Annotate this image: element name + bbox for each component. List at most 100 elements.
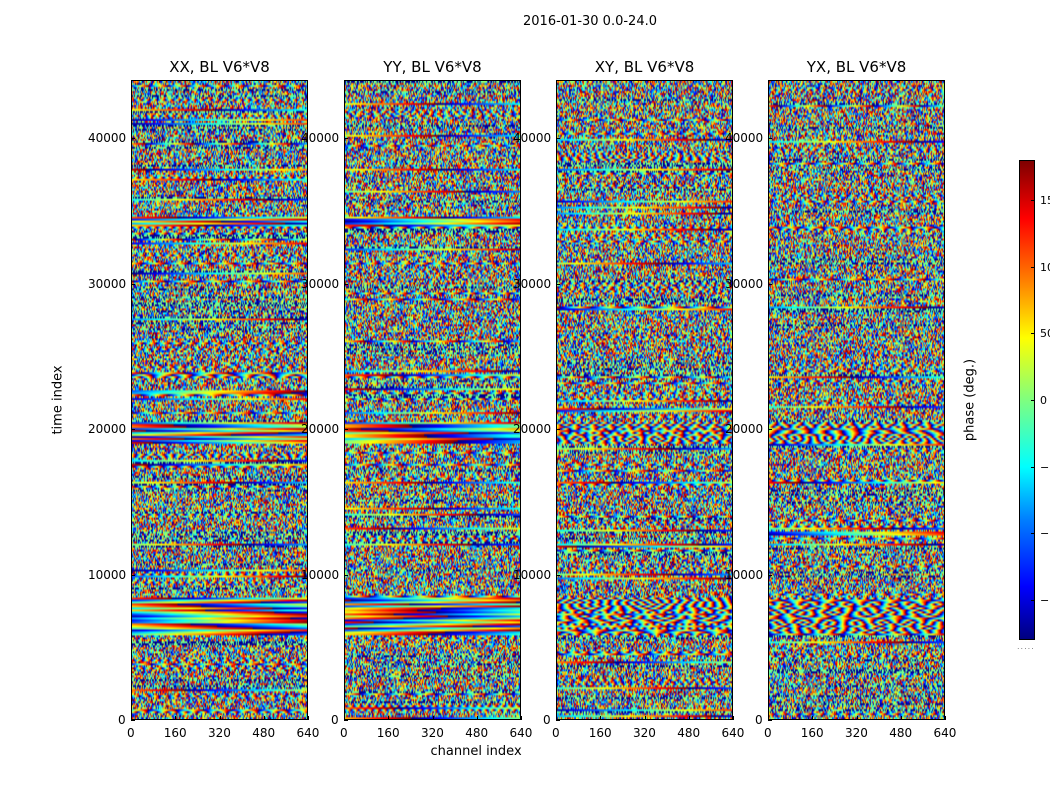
panel-title: YY, BL V6*V8 (383, 58, 482, 76)
y-tick-label: 10000 (725, 567, 764, 582)
y-tick-label: 30000 (88, 276, 127, 291)
x-tick-mark (521, 716, 522, 720)
y-tick-mark (131, 574, 135, 576)
y-tick-label: 20000 (301, 422, 340, 437)
colorbar-tick-label: 100 (1040, 260, 1050, 274)
x-tick-label: 0 (552, 726, 560, 740)
heatmap-panel (131, 80, 308, 720)
y-tick-label: 40000 (88, 131, 127, 146)
x-tick-label: 480 (677, 726, 701, 740)
y-tick-mark (131, 720, 135, 721)
panel-title: YX, BL V6*V8 (806, 58, 907, 76)
y-tick-mark (556, 429, 560, 431)
x-tick-mark (263, 716, 265, 720)
x-tick-label: 160 (588, 726, 612, 740)
y-tick-mark (768, 574, 772, 576)
colorbar-tick-mark (1031, 533, 1035, 535)
colorbar-tick-label: 50 (1040, 327, 1050, 341)
y-tick-label: 40000 (513, 131, 552, 146)
x-tick-mark (175, 716, 177, 720)
x-tick-label: 160 (376, 726, 400, 740)
y-tick-mark (556, 720, 560, 721)
y-tick-mark (556, 574, 560, 576)
y-tick-label: 0 (331, 713, 339, 727)
colorbar-tick-label: −50 (1040, 460, 1050, 474)
x-tick-label: 640 (721, 726, 745, 740)
x-tick-mark (768, 716, 769, 720)
colorbar-tick-mark (1031, 333, 1035, 335)
x-tick-mark (945, 716, 946, 720)
heatmap-panel (556, 80, 733, 720)
x-tick-mark (344, 716, 345, 720)
y-tick-mark (344, 283, 348, 285)
y-tick-label: 30000 (725, 276, 764, 291)
y-tick-mark (344, 574, 348, 576)
y-tick-label: 30000 (513, 276, 552, 291)
x-tick-label: 160 (163, 726, 187, 740)
colorbar-tick-label: 150 (1040, 194, 1050, 207)
y-tick-label: 0 (755, 713, 763, 727)
phase-heatmap (769, 81, 944, 719)
y-tick-mark (131, 429, 135, 431)
y-tick-label: 10000 (301, 567, 340, 582)
x-tick-mark (219, 716, 221, 720)
phase-heatmap (557, 81, 732, 719)
colorbar-label: phase (deg.) (962, 358, 978, 442)
x-tick-mark (432, 716, 434, 720)
x-tick-mark (900, 716, 902, 720)
y-tick-label: 20000 (725, 422, 764, 437)
y-tick-mark (768, 720, 772, 721)
x-tick-label: 0 (127, 726, 135, 740)
figure-suptitle: 2016-01-30 0.0-24.0 (523, 14, 657, 29)
colorbar-tick-mark (1031, 200, 1035, 201)
x-tick-mark (131, 716, 132, 720)
x-tick-label: 480 (889, 726, 913, 740)
y-tick-mark (131, 283, 135, 285)
y-tick-mark (344, 720, 348, 721)
x-tick-label: 640 (296, 726, 320, 740)
colorbar-tick-mark (1031, 466, 1035, 468)
x-tick-mark (688, 716, 690, 720)
colorbar-footnote: ..... (1017, 642, 1035, 651)
colorbar-tick-label: −150 (1040, 594, 1050, 607)
y-tick-mark (768, 138, 772, 140)
x-tick-label: 0 (340, 726, 348, 740)
x-tick-label: 640 (933, 726, 957, 740)
y-tick-label: 10000 (88, 567, 127, 582)
x-tick-label: 480 (465, 726, 489, 740)
x-tick-mark (476, 716, 478, 720)
y-tick-label: 20000 (513, 422, 552, 437)
x-tick-mark (556, 716, 557, 720)
y-tick-label: 40000 (301, 131, 340, 146)
y-tick-label: 0 (543, 713, 551, 727)
y-tick-mark (556, 138, 560, 140)
x-tick-label: 640 (509, 726, 533, 740)
x-tick-label: 320 (845, 726, 868, 740)
y-tick-mark (556, 283, 560, 285)
y-tick-label: 30000 (301, 276, 340, 291)
x-tick-mark (388, 716, 390, 720)
phase-heatmap (345, 81, 520, 719)
x-tick-mark (600, 716, 602, 720)
y-axis-label: time index (50, 365, 66, 435)
colorbar-tick-mark (1031, 400, 1035, 401)
x-tick-label: 320 (208, 726, 231, 740)
x-tick-mark (812, 716, 814, 720)
colorbar-tick-mark (1031, 266, 1035, 268)
y-tick-mark (768, 283, 772, 285)
x-tick-label: 320 (633, 726, 656, 740)
x-tick-mark (308, 716, 309, 720)
colorbar-tick-label: −100 (1040, 527, 1050, 541)
heatmap-panel (344, 80, 521, 720)
phase-heatmap (132, 81, 307, 719)
y-tick-label: 0 (118, 713, 126, 727)
x-tick-label: 320 (421, 726, 444, 740)
y-tick-label: 10000 (513, 567, 552, 582)
x-tick-label: 0 (764, 726, 772, 740)
x-tick-label: 160 (800, 726, 824, 740)
y-tick-label: 20000 (88, 422, 127, 437)
colorbar-tick-mark (1031, 600, 1035, 601)
panel-title: XX, BL V6*V8 (169, 58, 270, 76)
panel-title: XY, BL V6*V8 (594, 58, 695, 76)
y-tick-label: 40000 (725, 131, 764, 146)
